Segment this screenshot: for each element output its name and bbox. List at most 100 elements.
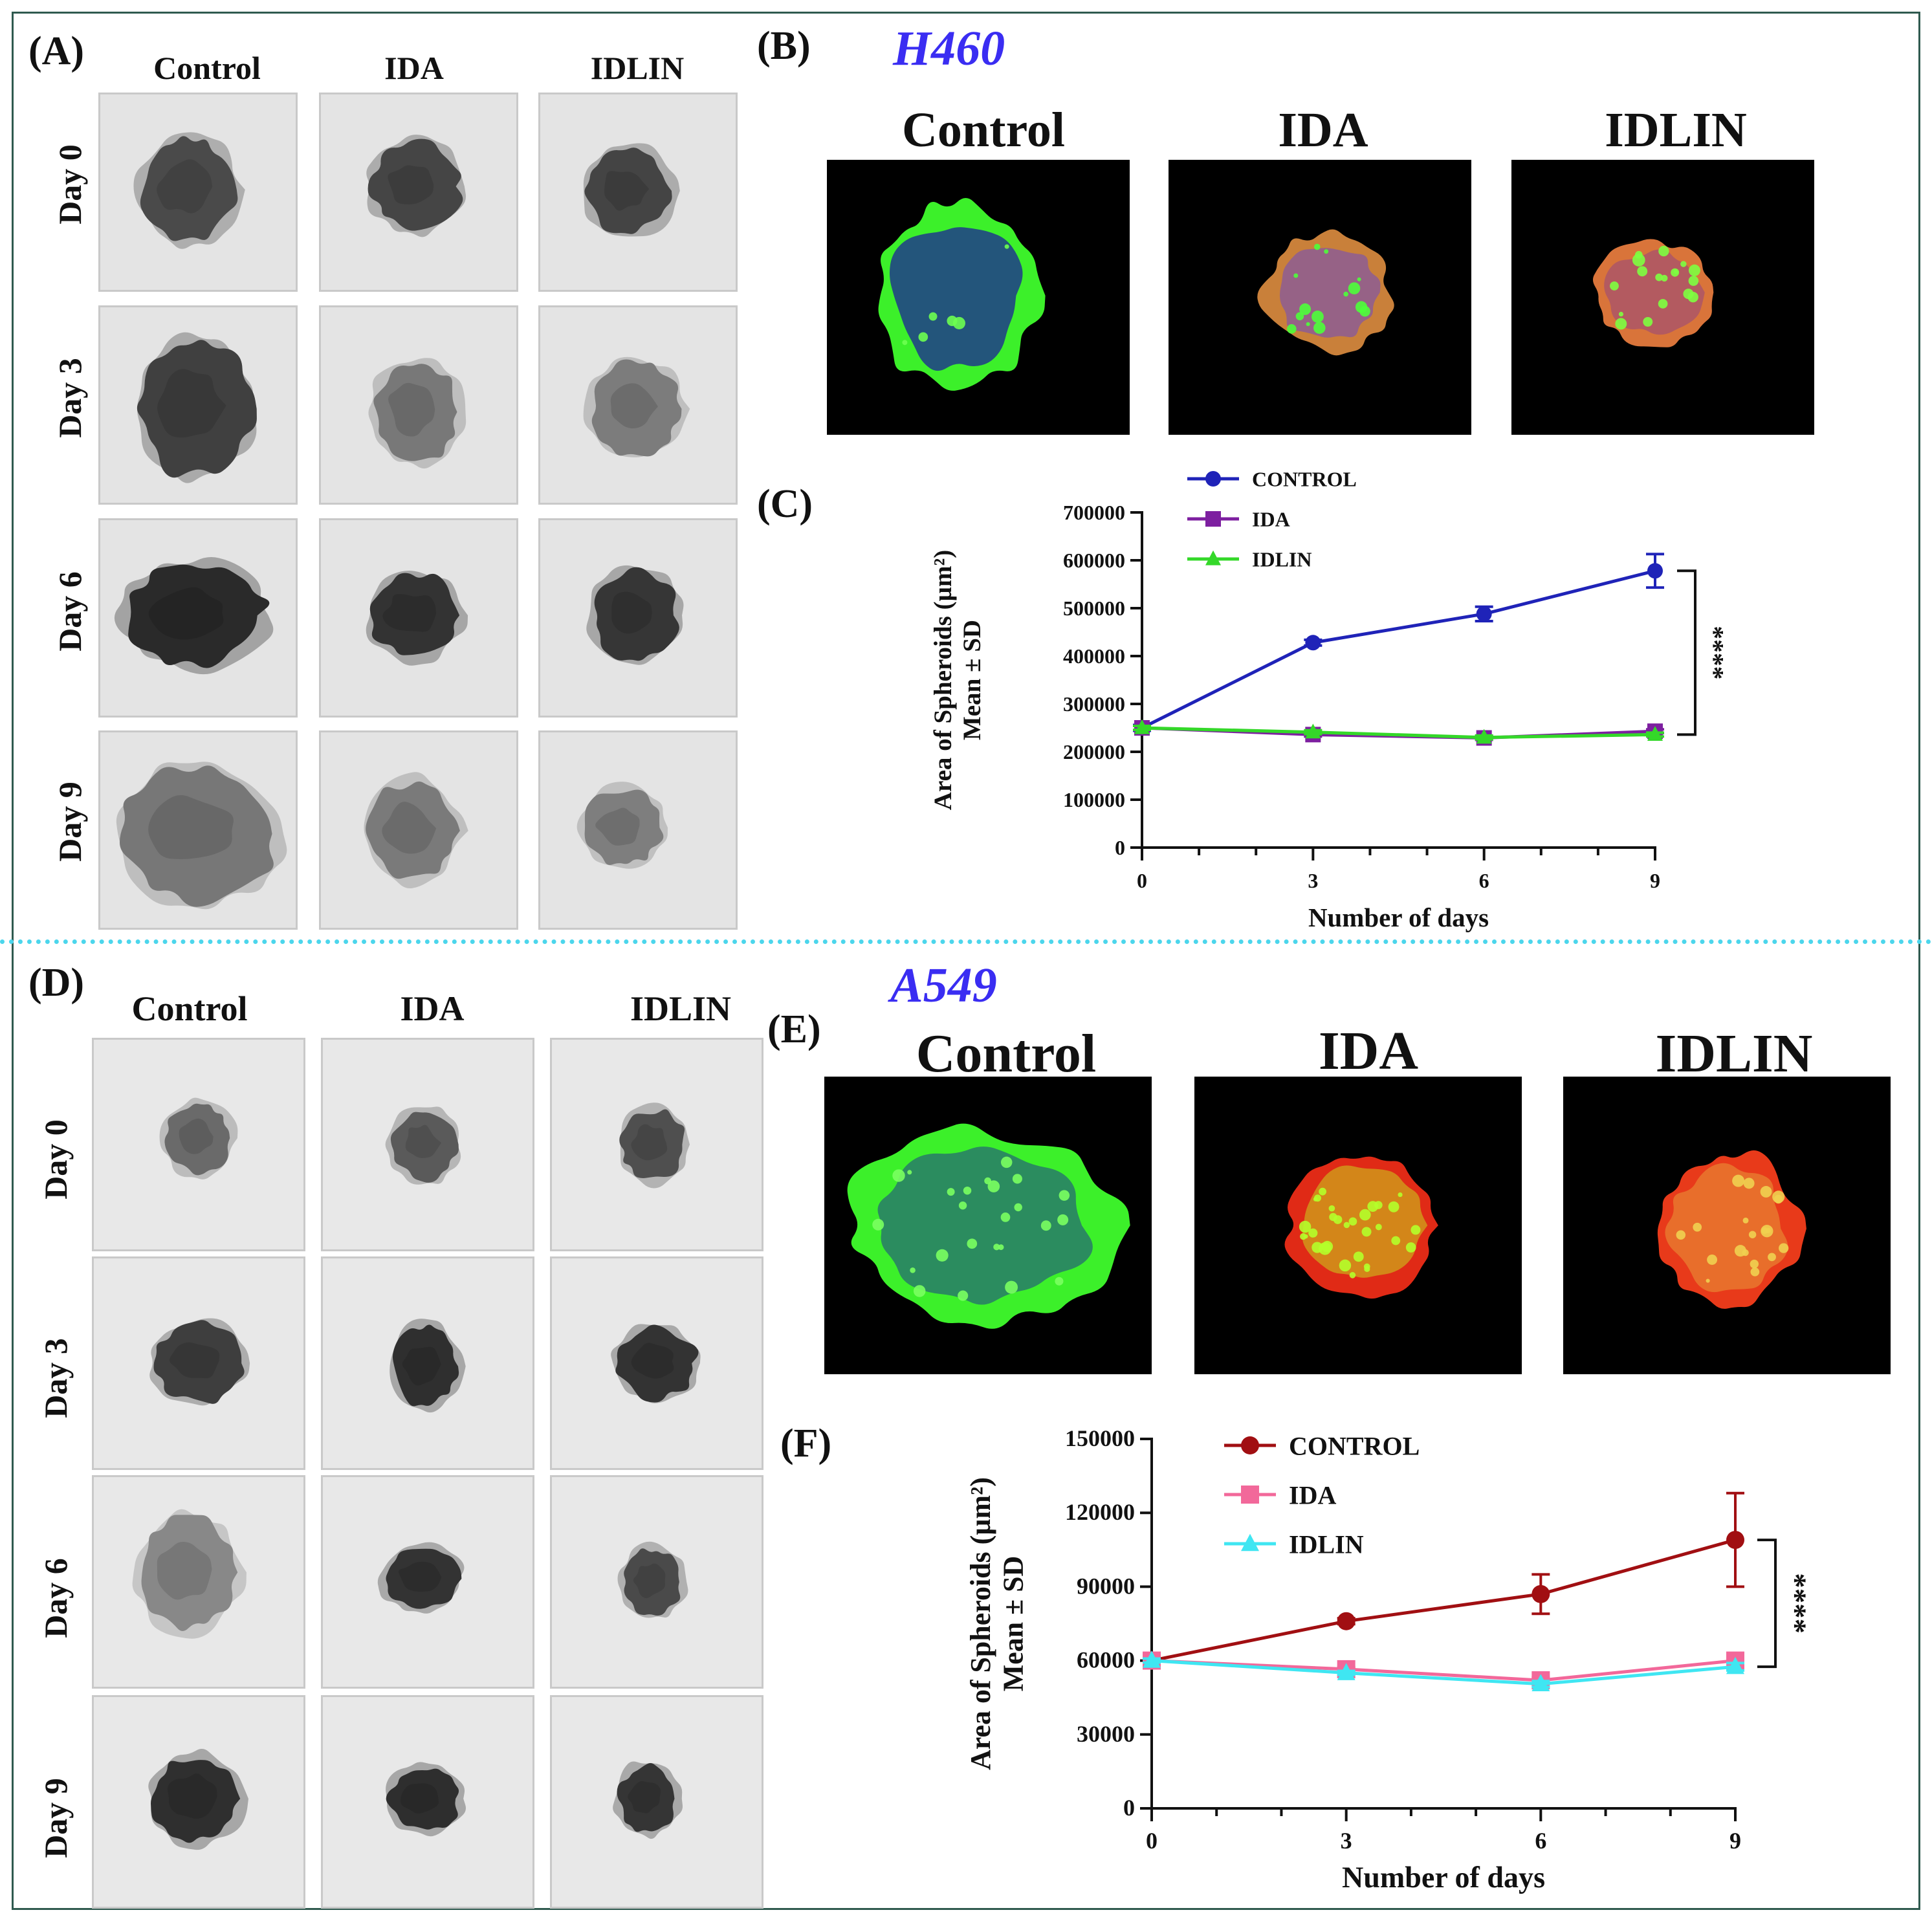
col-header-ida-a: IDA xyxy=(384,50,444,86)
series-control xyxy=(1133,553,1664,736)
data-point xyxy=(1531,1585,1550,1603)
brightfield-h460-r2-c2 xyxy=(538,518,738,718)
brightfield-a549-r0-c2 xyxy=(550,1038,763,1251)
spheroid xyxy=(116,762,287,910)
fluorescent-spheroid xyxy=(1657,1150,1806,1309)
spheroid xyxy=(149,1318,250,1406)
brightfield-a549-r3-c2 xyxy=(550,1695,763,1909)
spheroid xyxy=(114,557,274,675)
data-point xyxy=(1476,606,1492,622)
col-header-idlin-a: IDLIN xyxy=(590,50,685,86)
y-axis-label-2: Mean ± SD xyxy=(997,1556,1029,1691)
data-point xyxy=(1726,1656,1744,1674)
legend-entry-control: CONTROL xyxy=(1224,1431,1420,1460)
data-point xyxy=(1647,726,1663,741)
col-header-control-a: Control xyxy=(153,50,261,86)
brightfield-h460-r3-c2 xyxy=(538,730,738,930)
y-tick-label: 120000 xyxy=(1065,1499,1135,1525)
series-idlin xyxy=(1133,719,1664,744)
y-tick-label: 0 xyxy=(1115,836,1125,859)
significance-bracket xyxy=(1677,569,1696,736)
cell-line-label-a549: A549 xyxy=(890,958,997,1013)
fluorescent-spheroid xyxy=(1592,239,1714,347)
fluorescence-a549-idlin xyxy=(1563,1077,1891,1374)
panel-label-d: (D) xyxy=(28,961,85,1005)
spheroid xyxy=(385,1106,461,1185)
series-line xyxy=(1151,1538,1736,1663)
data-point xyxy=(1726,1531,1744,1550)
series-line xyxy=(1141,569,1656,730)
spheroid xyxy=(133,132,245,249)
fluor-header-control-b: Control xyxy=(902,103,1065,157)
spheroid xyxy=(366,135,467,237)
legend-entry-idlin: IDLIN xyxy=(1187,548,1312,571)
col-header-ida-d: IDA xyxy=(400,989,465,1028)
spheroid xyxy=(368,358,467,469)
spheroid xyxy=(364,772,468,889)
brightfield-h460-r1-c2 xyxy=(538,305,738,505)
series-line xyxy=(1151,1659,1736,1682)
y-tick-label: 600000 xyxy=(1063,549,1125,572)
spheroid xyxy=(386,1762,467,1837)
series-control xyxy=(1143,1491,1744,1670)
series-ida xyxy=(1133,720,1664,746)
y-tick-label: 700000 xyxy=(1063,501,1125,524)
brightfield-a549-r3-c1 xyxy=(321,1695,534,1909)
series-line xyxy=(1141,726,1656,740)
spheroid xyxy=(617,1541,688,1618)
panel-label-c: (C) xyxy=(757,482,813,526)
fluorescence-a549-ida xyxy=(1194,1077,1522,1374)
data-point xyxy=(1476,729,1492,744)
x-tick-label: 0 xyxy=(1146,1828,1158,1854)
x-tick-label: 3 xyxy=(1308,869,1318,892)
data-point xyxy=(1134,719,1150,734)
fluor-header-ida-b: IDA xyxy=(1278,103,1368,157)
spheroid xyxy=(576,782,668,869)
series-idlin xyxy=(1143,1650,1744,1691)
y-tick-label: 400000 xyxy=(1063,644,1125,668)
x-tick-label: 9 xyxy=(1729,1828,1741,1854)
spheroid xyxy=(586,565,684,665)
fluorescent-spheroid xyxy=(1257,229,1394,356)
brightfield-a549-r1-c2 xyxy=(550,1256,763,1470)
y-tick-label: 150000 xyxy=(1065,1425,1135,1451)
brightfield-h460-r2-c1 xyxy=(319,518,518,718)
fluor-header-idlin-b: IDLIN xyxy=(1605,103,1747,157)
axes xyxy=(1141,511,1656,849)
y-tick-label: 500000 xyxy=(1063,597,1125,620)
data-point xyxy=(1531,1674,1550,1691)
legend-label: IDA xyxy=(1289,1480,1336,1509)
y-axis-label-2: Mean ± SD xyxy=(958,620,986,740)
brightfield-a549-r1-c1 xyxy=(321,1256,534,1470)
spheroid xyxy=(159,1097,238,1179)
brightfield-a549-r3-c0 xyxy=(92,1695,305,1909)
brightfield-h460-r1-c0 xyxy=(98,305,298,505)
y-axis-label: Area of Spheroids (µm²) xyxy=(965,1477,996,1770)
fluor-header-control-e: Control xyxy=(916,1024,1097,1084)
x-axis-label: Number of days xyxy=(1308,903,1489,932)
brightfield-h460-r3-c1 xyxy=(319,730,518,930)
y-tick-label: 300000 xyxy=(1063,692,1125,716)
spheroid xyxy=(583,143,680,237)
fluorescence-h460-control xyxy=(827,160,1130,435)
legend-entry-ida: IDA xyxy=(1187,508,1290,531)
spheroid xyxy=(390,1319,466,1413)
spheroid xyxy=(132,1509,247,1639)
spheroid xyxy=(377,1542,465,1614)
data-point xyxy=(1337,1663,1356,1680)
legend-label: CONTROL xyxy=(1252,468,1357,491)
brightfield-h460-r0-c0 xyxy=(98,93,298,292)
x-axis-label: Number of days xyxy=(1342,1861,1545,1894)
x-tick-label: 0 xyxy=(1137,869,1147,892)
section-divider xyxy=(0,939,1932,944)
panel-label-e: (E) xyxy=(767,1007,821,1051)
brightfield-h460-r3-c0 xyxy=(98,730,298,930)
spheroid xyxy=(366,570,468,666)
fluorescent-spheroid xyxy=(847,1123,1130,1329)
data-point xyxy=(1337,1612,1356,1630)
x-tick-label: 6 xyxy=(1535,1828,1546,1854)
cell-line-label-h460: H460 xyxy=(893,21,1005,76)
brightfield-h460-r2-c0 xyxy=(98,518,298,718)
significance-bracket xyxy=(1757,1539,1777,1669)
legend-entry-ida: IDA xyxy=(1224,1480,1336,1509)
